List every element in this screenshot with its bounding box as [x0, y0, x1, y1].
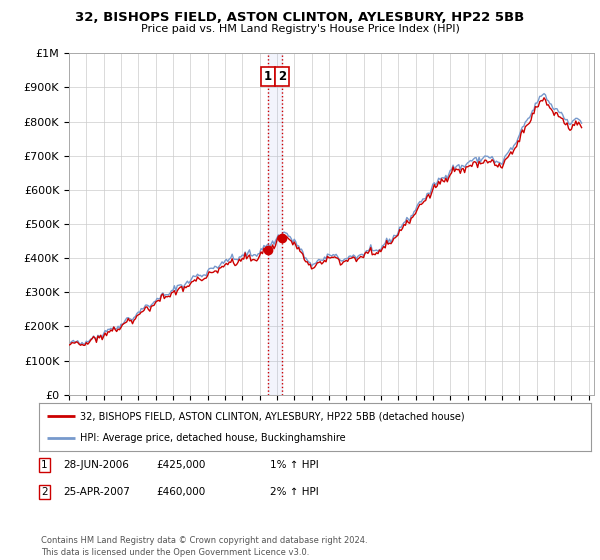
- Text: 25-APR-2007: 25-APR-2007: [63, 487, 130, 497]
- Text: Price paid vs. HM Land Registry's House Price Index (HPI): Price paid vs. HM Land Registry's House …: [140, 24, 460, 34]
- Text: 2: 2: [278, 71, 287, 83]
- Text: 28-JUN-2006: 28-JUN-2006: [63, 460, 129, 470]
- Text: 32, BISHOPS FIELD, ASTON CLINTON, AYLESBURY, HP22 5BB (detached house): 32, BISHOPS FIELD, ASTON CLINTON, AYLESB…: [80, 411, 465, 421]
- Bar: [268, 53, 283, 395]
- Text: 1: 1: [41, 460, 47, 470]
- Text: 1: 1: [264, 71, 272, 83]
- Text: 32, BISHOPS FIELD, ASTON CLINTON, AYLESBURY, HP22 5BB: 32, BISHOPS FIELD, ASTON CLINTON, AYLESB…: [76, 11, 524, 24]
- Text: 2% ↑ HPI: 2% ↑ HPI: [270, 487, 319, 497]
- Text: Contains HM Land Registry data © Crown copyright and database right 2024.
This d: Contains HM Land Registry data © Crown c…: [41, 536, 367, 557]
- Text: 1% ↑ HPI: 1% ↑ HPI: [270, 460, 319, 470]
- Text: HPI: Average price, detached house, Buckinghamshire: HPI: Average price, detached house, Buck…: [80, 433, 346, 443]
- Text: 2: 2: [41, 487, 47, 497]
- Text: £460,000: £460,000: [156, 487, 205, 497]
- Text: £425,000: £425,000: [156, 460, 205, 470]
